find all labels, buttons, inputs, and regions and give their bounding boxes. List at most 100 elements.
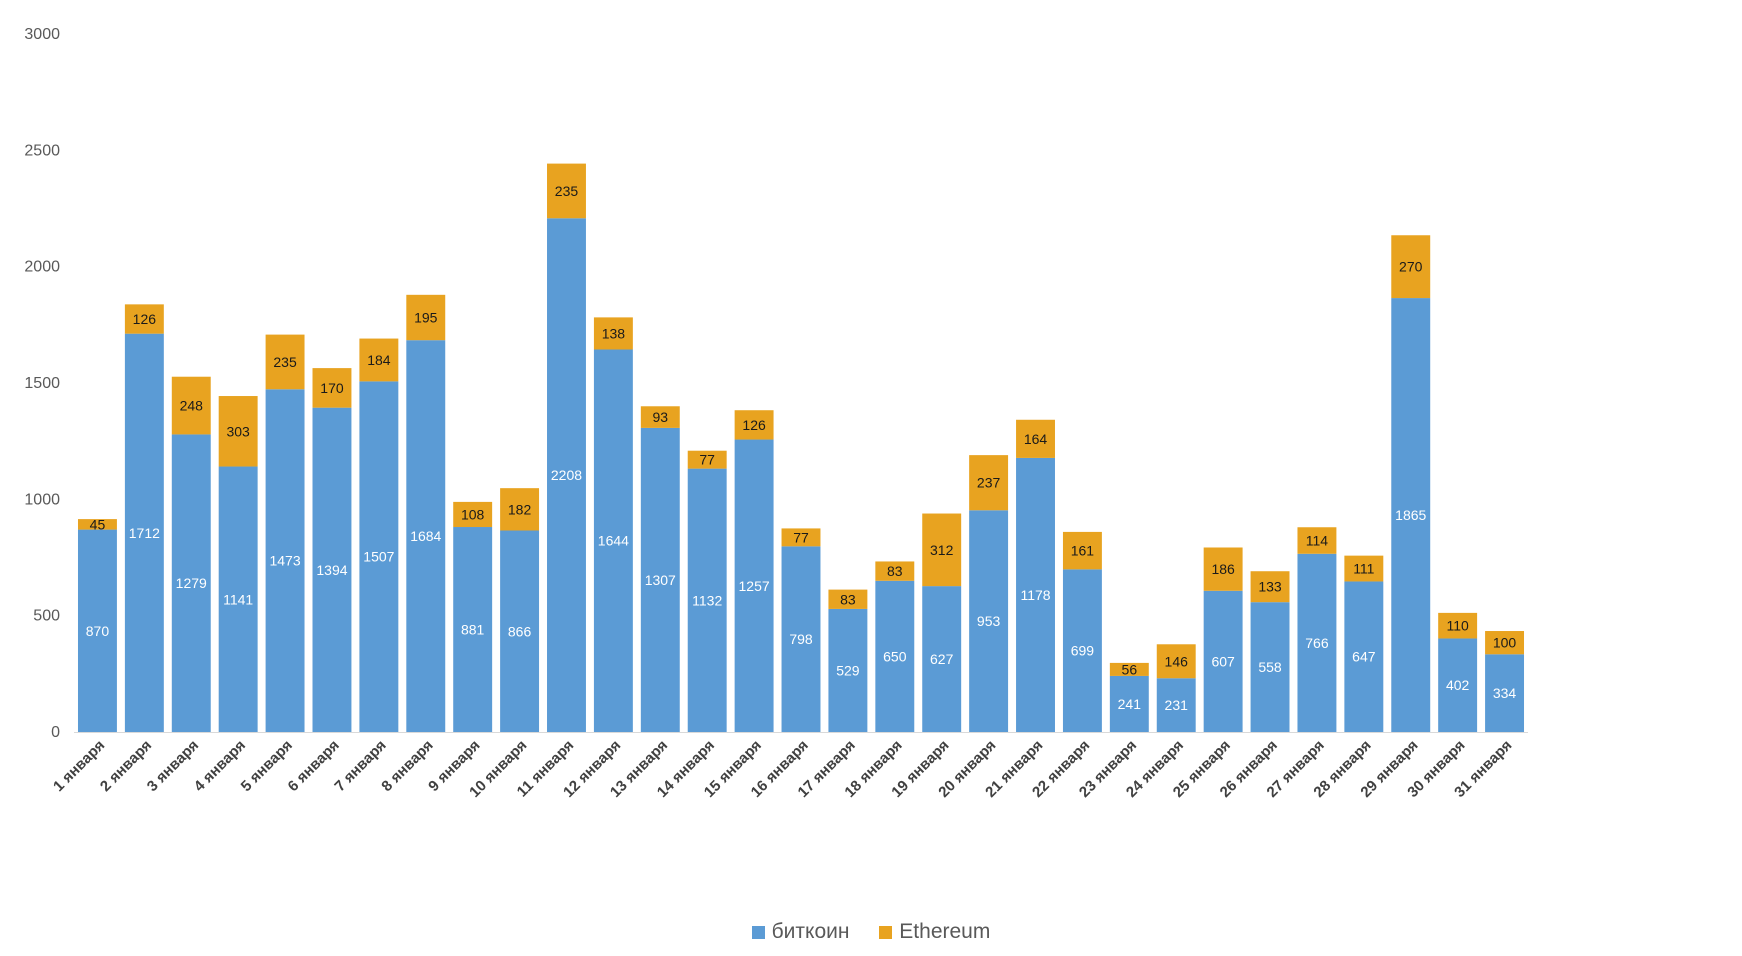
data-label-bitcoin: 1141 xyxy=(223,591,253,607)
data-label-bitcoin: 1394 xyxy=(316,562,347,578)
data-label-ethereum: 146 xyxy=(1165,653,1189,669)
data-label-ethereum: 111 xyxy=(1353,561,1374,577)
data-label-bitcoin: 1712 xyxy=(129,525,160,541)
data-label-bitcoin: 866 xyxy=(508,623,532,639)
bar-bitcoin xyxy=(875,580,915,732)
data-label-bitcoin: 647 xyxy=(1352,649,1376,665)
y-tick-label: 1500 xyxy=(24,375,60,392)
legend: биткоин Ethereum xyxy=(0,920,1742,945)
bar-ethereum xyxy=(1485,631,1525,655)
data-label-bitcoin: 627 xyxy=(930,651,954,667)
data-label-ethereum: 77 xyxy=(699,452,715,468)
data-label-bitcoin: 1257 xyxy=(739,578,770,594)
bar-ethereum xyxy=(781,528,821,547)
data-label-ethereum: 93 xyxy=(653,409,669,425)
data-label-ethereum: 235 xyxy=(273,354,297,370)
data-label-ethereum: 110 xyxy=(1446,618,1469,634)
data-label-ethereum: 303 xyxy=(226,423,250,439)
data-label-bitcoin: 1507 xyxy=(363,549,394,565)
data-label-ethereum: 83 xyxy=(887,563,903,579)
legend-swatch-ethereum xyxy=(879,925,893,939)
legend-swatch-bitcoin xyxy=(751,925,765,939)
data-label-ethereum: 56 xyxy=(1122,661,1138,677)
bar-ethereum xyxy=(1016,419,1055,458)
legend-label-bitcoin: биткоин xyxy=(771,920,850,943)
data-label-bitcoin: 1644 xyxy=(598,533,629,549)
legend-item-ethereum: Ethereum xyxy=(879,920,990,944)
legend-item-bitcoin: биткоин xyxy=(751,920,850,944)
bar-ethereum xyxy=(1391,235,1431,299)
bar-ethereum xyxy=(875,561,915,581)
data-label-ethereum: 237 xyxy=(977,475,1001,491)
bar-bitcoin xyxy=(1250,602,1290,732)
bar-bitcoin xyxy=(1438,638,1478,732)
data-label-ethereum: 186 xyxy=(1211,561,1235,577)
data-label-ethereum: 126 xyxy=(742,417,766,433)
bar-ethereum xyxy=(406,294,446,341)
data-label-bitcoin: 766 xyxy=(1305,635,1329,651)
data-label-bitcoin: 2208 xyxy=(551,467,582,483)
bar-bitcoin xyxy=(453,527,493,732)
data-label-bitcoin: 881 xyxy=(461,622,485,638)
y-tick-label: 1000 xyxy=(24,491,60,508)
bar-ethereum xyxy=(828,589,868,609)
data-label-bitcoin: 558 xyxy=(1258,659,1282,675)
y-tick-label: 2000 xyxy=(24,259,60,276)
data-label-bitcoin: 953 xyxy=(977,613,1001,629)
data-label-bitcoin: 241 xyxy=(1118,696,1142,712)
data-label-bitcoin: 334 xyxy=(1493,685,1517,701)
y-tick-label: 0 xyxy=(51,724,60,741)
bar-bitcoin xyxy=(1485,654,1525,732)
bar-bitcoin xyxy=(1062,569,1102,732)
bar-bitcoin xyxy=(969,510,1009,732)
bar-bitcoin xyxy=(593,349,633,732)
data-label-ethereum: 312 xyxy=(930,542,954,558)
data-label-bitcoin: 1178 xyxy=(1020,587,1050,603)
bar-bitcoin xyxy=(359,381,399,732)
bar-ethereum xyxy=(1250,571,1290,603)
bar-ethereum xyxy=(922,513,962,587)
bar-ethereum xyxy=(593,317,633,350)
bar-bitcoin xyxy=(1344,581,1384,732)
bar-ethereum xyxy=(359,338,399,382)
bar-bitcoin xyxy=(687,468,727,732)
bar-ethereum xyxy=(687,450,727,469)
bar-ethereum xyxy=(453,501,493,528)
bar-ethereum xyxy=(265,334,305,390)
bar-bitcoin xyxy=(265,389,305,732)
data-label-ethereum: 45 xyxy=(90,516,106,532)
y-tick-label: 500 xyxy=(33,608,60,625)
bar-ethereum xyxy=(312,368,352,408)
data-label-bitcoin: 798 xyxy=(789,631,813,647)
bar-bitcoin xyxy=(640,427,680,732)
bar-ethereum xyxy=(218,396,258,467)
bar-bitcoin xyxy=(781,546,821,732)
data-label-bitcoin: 607 xyxy=(1211,653,1235,669)
bar-ethereum xyxy=(1203,547,1243,591)
bar-ethereum xyxy=(171,376,211,435)
data-label-ethereum: 114 xyxy=(1306,533,1329,549)
bar-bitcoin xyxy=(124,333,164,732)
data-label-bitcoin: 529 xyxy=(836,662,860,678)
bar-ethereum xyxy=(1344,555,1384,582)
bar-ethereum xyxy=(1062,531,1102,570)
bar-bitcoin xyxy=(734,439,774,732)
bar-bitcoin xyxy=(1156,678,1196,732)
bar-bitcoin xyxy=(828,608,868,732)
data-label-ethereum: 108 xyxy=(461,506,485,522)
data-label-ethereum: 161 xyxy=(1071,543,1095,559)
bar-bitcoin xyxy=(406,340,446,732)
bar-ethereum xyxy=(1156,644,1196,679)
bar-ethereum xyxy=(640,406,680,428)
data-label-ethereum: 164 xyxy=(1024,431,1048,447)
data-label-bitcoin: 231 xyxy=(1165,697,1189,713)
data-label-bitcoin: 870 xyxy=(86,623,110,639)
bar-bitcoin xyxy=(77,529,117,732)
data-label-ethereum: 126 xyxy=(133,311,157,327)
bar-bitcoin xyxy=(922,586,962,732)
bar-bitcoin xyxy=(1297,553,1337,732)
bar-bitcoin xyxy=(218,466,258,732)
bar-ethereum xyxy=(77,519,117,530)
